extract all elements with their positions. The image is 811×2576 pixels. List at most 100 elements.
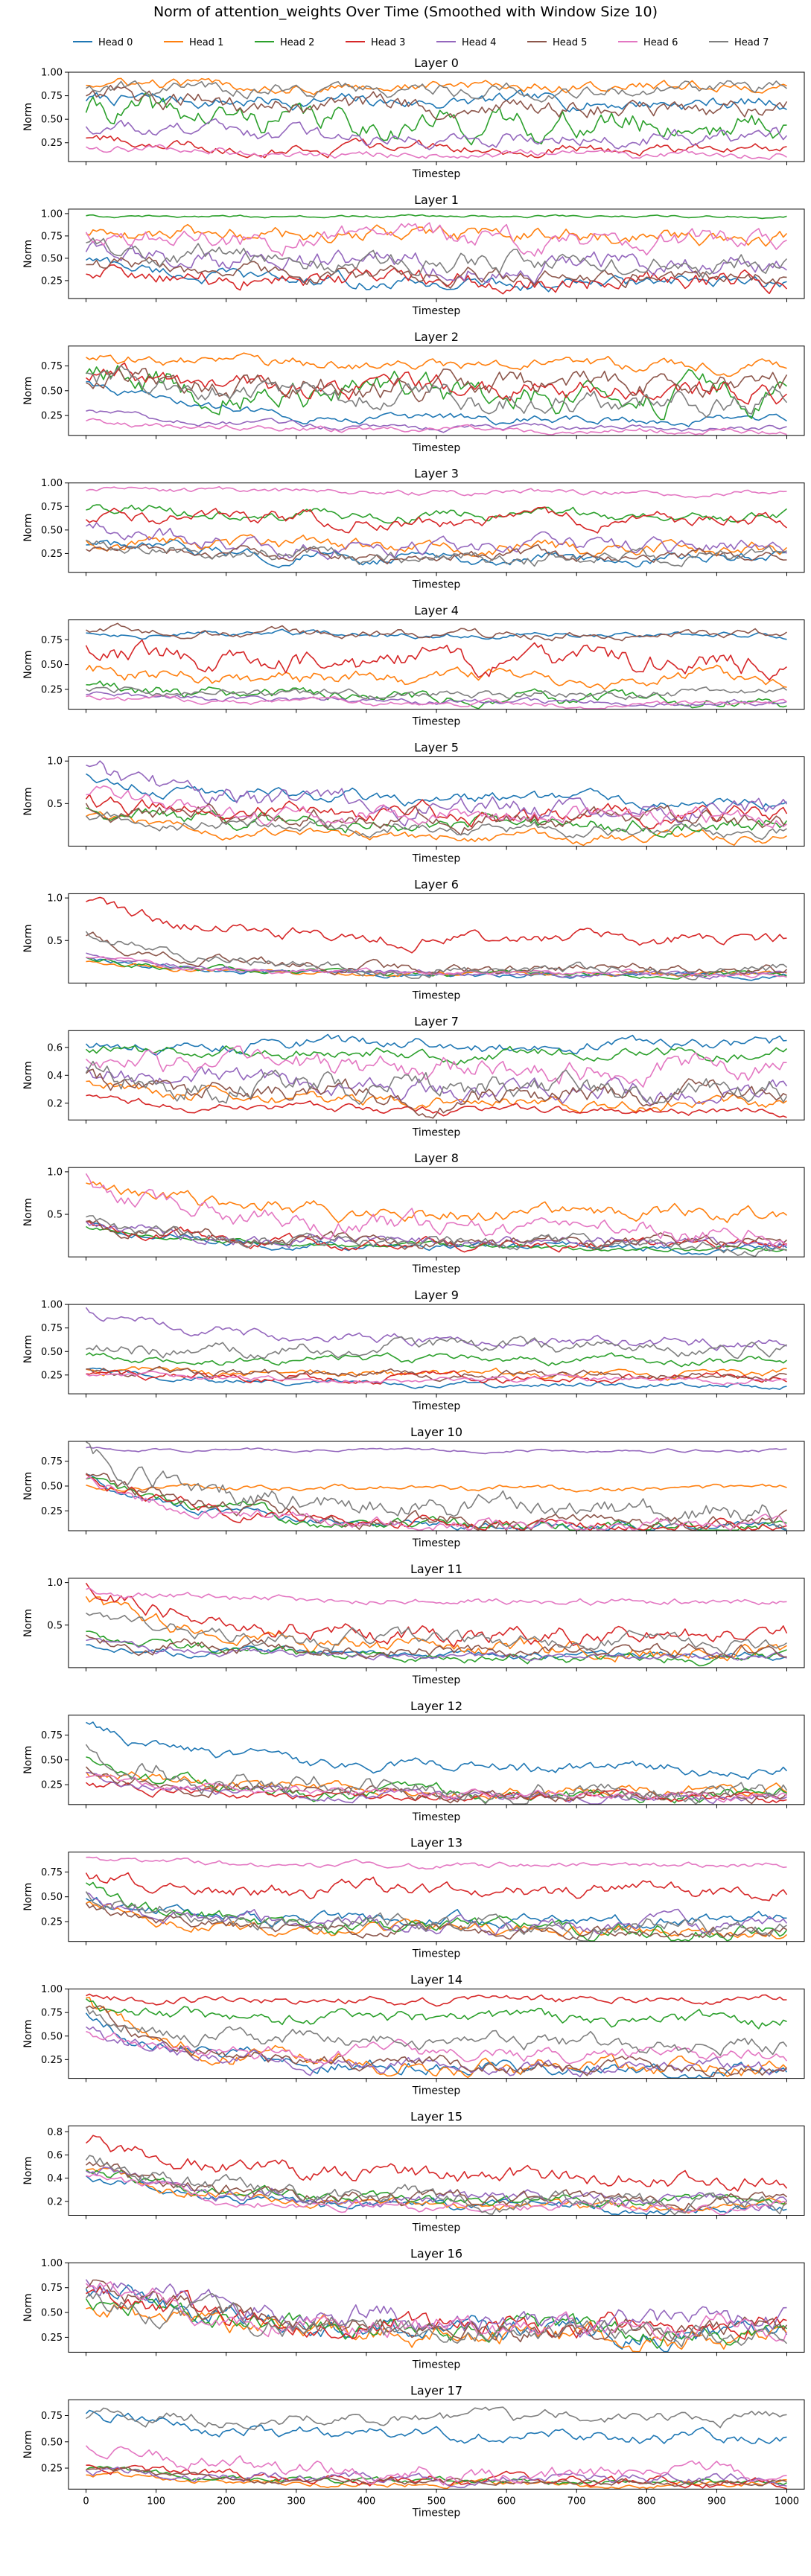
y-axis-label: Norm <box>22 2020 34 2048</box>
subplot-layer-7: Layer 7 0.2 0.4 0.6 Timestep Norm <box>22 1014 805 1138</box>
y-tick-label: 0.50 <box>41 386 63 397</box>
subplot-layer-3: Layer 3 0.25 0.50 0.75 1.00 Timestep Norm <box>22 467 805 591</box>
legend-label: Head 4 <box>462 37 496 48</box>
series-line-head-7 <box>85 2292 788 2347</box>
series-line-head-4 <box>85 1066 788 1106</box>
series-line-head-5 <box>86 84 788 121</box>
y-tick-label: 0.5 <box>47 799 63 810</box>
series-lines <box>85 2406 787 2490</box>
series-line-head-7 <box>86 2406 787 2431</box>
series-line-head-7 <box>85 2006 788 2056</box>
x-axis-label: Timestep <box>412 1263 461 1275</box>
series-lines <box>85 1721 788 1805</box>
y-tick-label: 0.25 <box>41 1780 63 1791</box>
y-tick-label: 0.2 <box>47 2196 63 2207</box>
series-line-head-5 <box>85 1068 787 1119</box>
x-axis-label: Timestep <box>412 168 461 180</box>
y-tick-label: 0.75 <box>41 1730 63 1741</box>
series-line-head-4 <box>86 409 787 433</box>
legend-item-head-5: Head 5 <box>527 37 587 48</box>
series-lines <box>85 352 788 436</box>
x-axis-label: Timestep <box>412 716 461 728</box>
subplot-title: Layer 1 <box>414 193 459 207</box>
series-line-head-6 <box>86 1587 787 1606</box>
series-lines <box>85 1582 788 1667</box>
y-tick-label: 0.50 <box>41 1347 63 1358</box>
y-tick-label: 0.25 <box>41 684 63 695</box>
series-line-head-7 <box>86 1215 787 1257</box>
x-tick-label: 500 <box>427 2496 446 2507</box>
series-line-head-7 <box>86 365 788 418</box>
x-tick-label: 800 <box>637 2496 656 2507</box>
y-axis-label: Norm <box>22 103 34 131</box>
subplot-title: Layer 4 <box>414 604 459 618</box>
y-tick-label: 0.50 <box>41 1892 63 1903</box>
y-tick-label: 0.8 <box>47 2127 63 2138</box>
subplot-layer-0: Layer 0 0.25 0.50 0.75 1.00 Timestep Norm <box>22 56 805 180</box>
subplot-title: Layer 8 <box>414 1151 459 1165</box>
y-tick-label: 1.0 <box>47 1167 63 1178</box>
series-line-head-7 <box>86 1612 787 1655</box>
series-line-head-6 <box>86 1774 788 1803</box>
subplot-title: Layer 15 <box>410 2110 462 2124</box>
series-line-head-7 <box>86 80 788 103</box>
figure-title: Norm of attention_weights Over Time (Smo… <box>153 4 658 20</box>
legend-item-head-2: Head 2 <box>255 37 314 48</box>
y-tick-label: 1.00 <box>41 208 63 220</box>
subplot-title: Layer 17 <box>410 2383 462 2397</box>
series-line-head-2 <box>86 807 788 838</box>
series-line-head-4 <box>86 1446 787 1455</box>
series-line-head-1 <box>86 811 787 847</box>
series-line-head-3 <box>86 264 788 295</box>
series-line-head-4 <box>86 952 787 980</box>
y-tick-label: 0.75 <box>41 231 63 242</box>
subplot-title: Layer 10 <box>410 1425 462 1439</box>
y-tick-label: 0.25 <box>41 1917 63 1928</box>
y-axis-label: Norm <box>22 1472 34 1500</box>
legend-label: Head 2 <box>280 37 314 48</box>
series-line-head-5 <box>86 368 788 403</box>
y-tick-label: 0.50 <box>41 2437 63 2448</box>
y-axis-label: Norm <box>22 1335 34 1363</box>
subplot-layer-8: Layer 8 0.5 1.0 Timestep Norm <box>22 1151 805 1275</box>
x-axis-label: Timestep <box>412 989 461 1001</box>
y-tick-label: 0.25 <box>41 1370 63 1381</box>
series-line-head-1 <box>85 1595 787 1662</box>
series-line-head-2 <box>85 1045 788 1065</box>
series-line-head-4 <box>85 2279 787 2338</box>
x-axis-label: Timestep <box>412 2085 461 2097</box>
y-axis-label: Norm <box>22 2430 34 2458</box>
subplot-title: Layer 0 <box>414 56 459 70</box>
y-tick-label: 0.50 <box>41 2031 63 2042</box>
series-line-head-0 <box>85 89 787 112</box>
series-line-head-2 <box>86 214 787 220</box>
x-axis-label: Timestep <box>412 1811 461 1823</box>
y-tick-label: 0.75 <box>41 2008 63 2019</box>
y-axis-label: Norm <box>22 514 34 542</box>
x-axis-label: Timestep <box>412 853 461 865</box>
y-tick-label: 0.75 <box>41 2283 63 2294</box>
x-axis-label: Timestep <box>412 579 461 591</box>
series-line-head-5 <box>86 256 787 289</box>
series-lines <box>85 1033 788 1119</box>
series-line-head-3 <box>85 1872 788 1901</box>
y-tick-label: 0.6 <box>47 2150 63 2161</box>
y-tick-label: 0.75 <box>41 635 63 646</box>
series-line-head-2 <box>86 1881 788 1942</box>
series-lines <box>85 1307 787 1390</box>
legend-label: Head 5 <box>553 37 587 48</box>
series-line-head-4 <box>86 760 788 827</box>
y-tick-label: 0.5 <box>47 1210 63 1221</box>
series-line-head-0 <box>86 380 787 427</box>
y-tick-label: 1.0 <box>47 1578 63 1589</box>
series-line-head-2 <box>86 680 787 710</box>
series-line-head-6 <box>86 418 787 436</box>
y-tick-label: 0.5 <box>47 936 63 947</box>
x-axis-label: Timestep <box>412 2507 461 2519</box>
series-line-head-3 <box>85 639 787 681</box>
series-line-head-5 <box>86 1365 787 1383</box>
x-axis-label: Timestep <box>412 1948 461 1960</box>
series-line-head-7 <box>86 539 787 567</box>
x-tick-label: 600 <box>497 2496 516 2507</box>
y-axis-label: Norm <box>22 240 34 268</box>
